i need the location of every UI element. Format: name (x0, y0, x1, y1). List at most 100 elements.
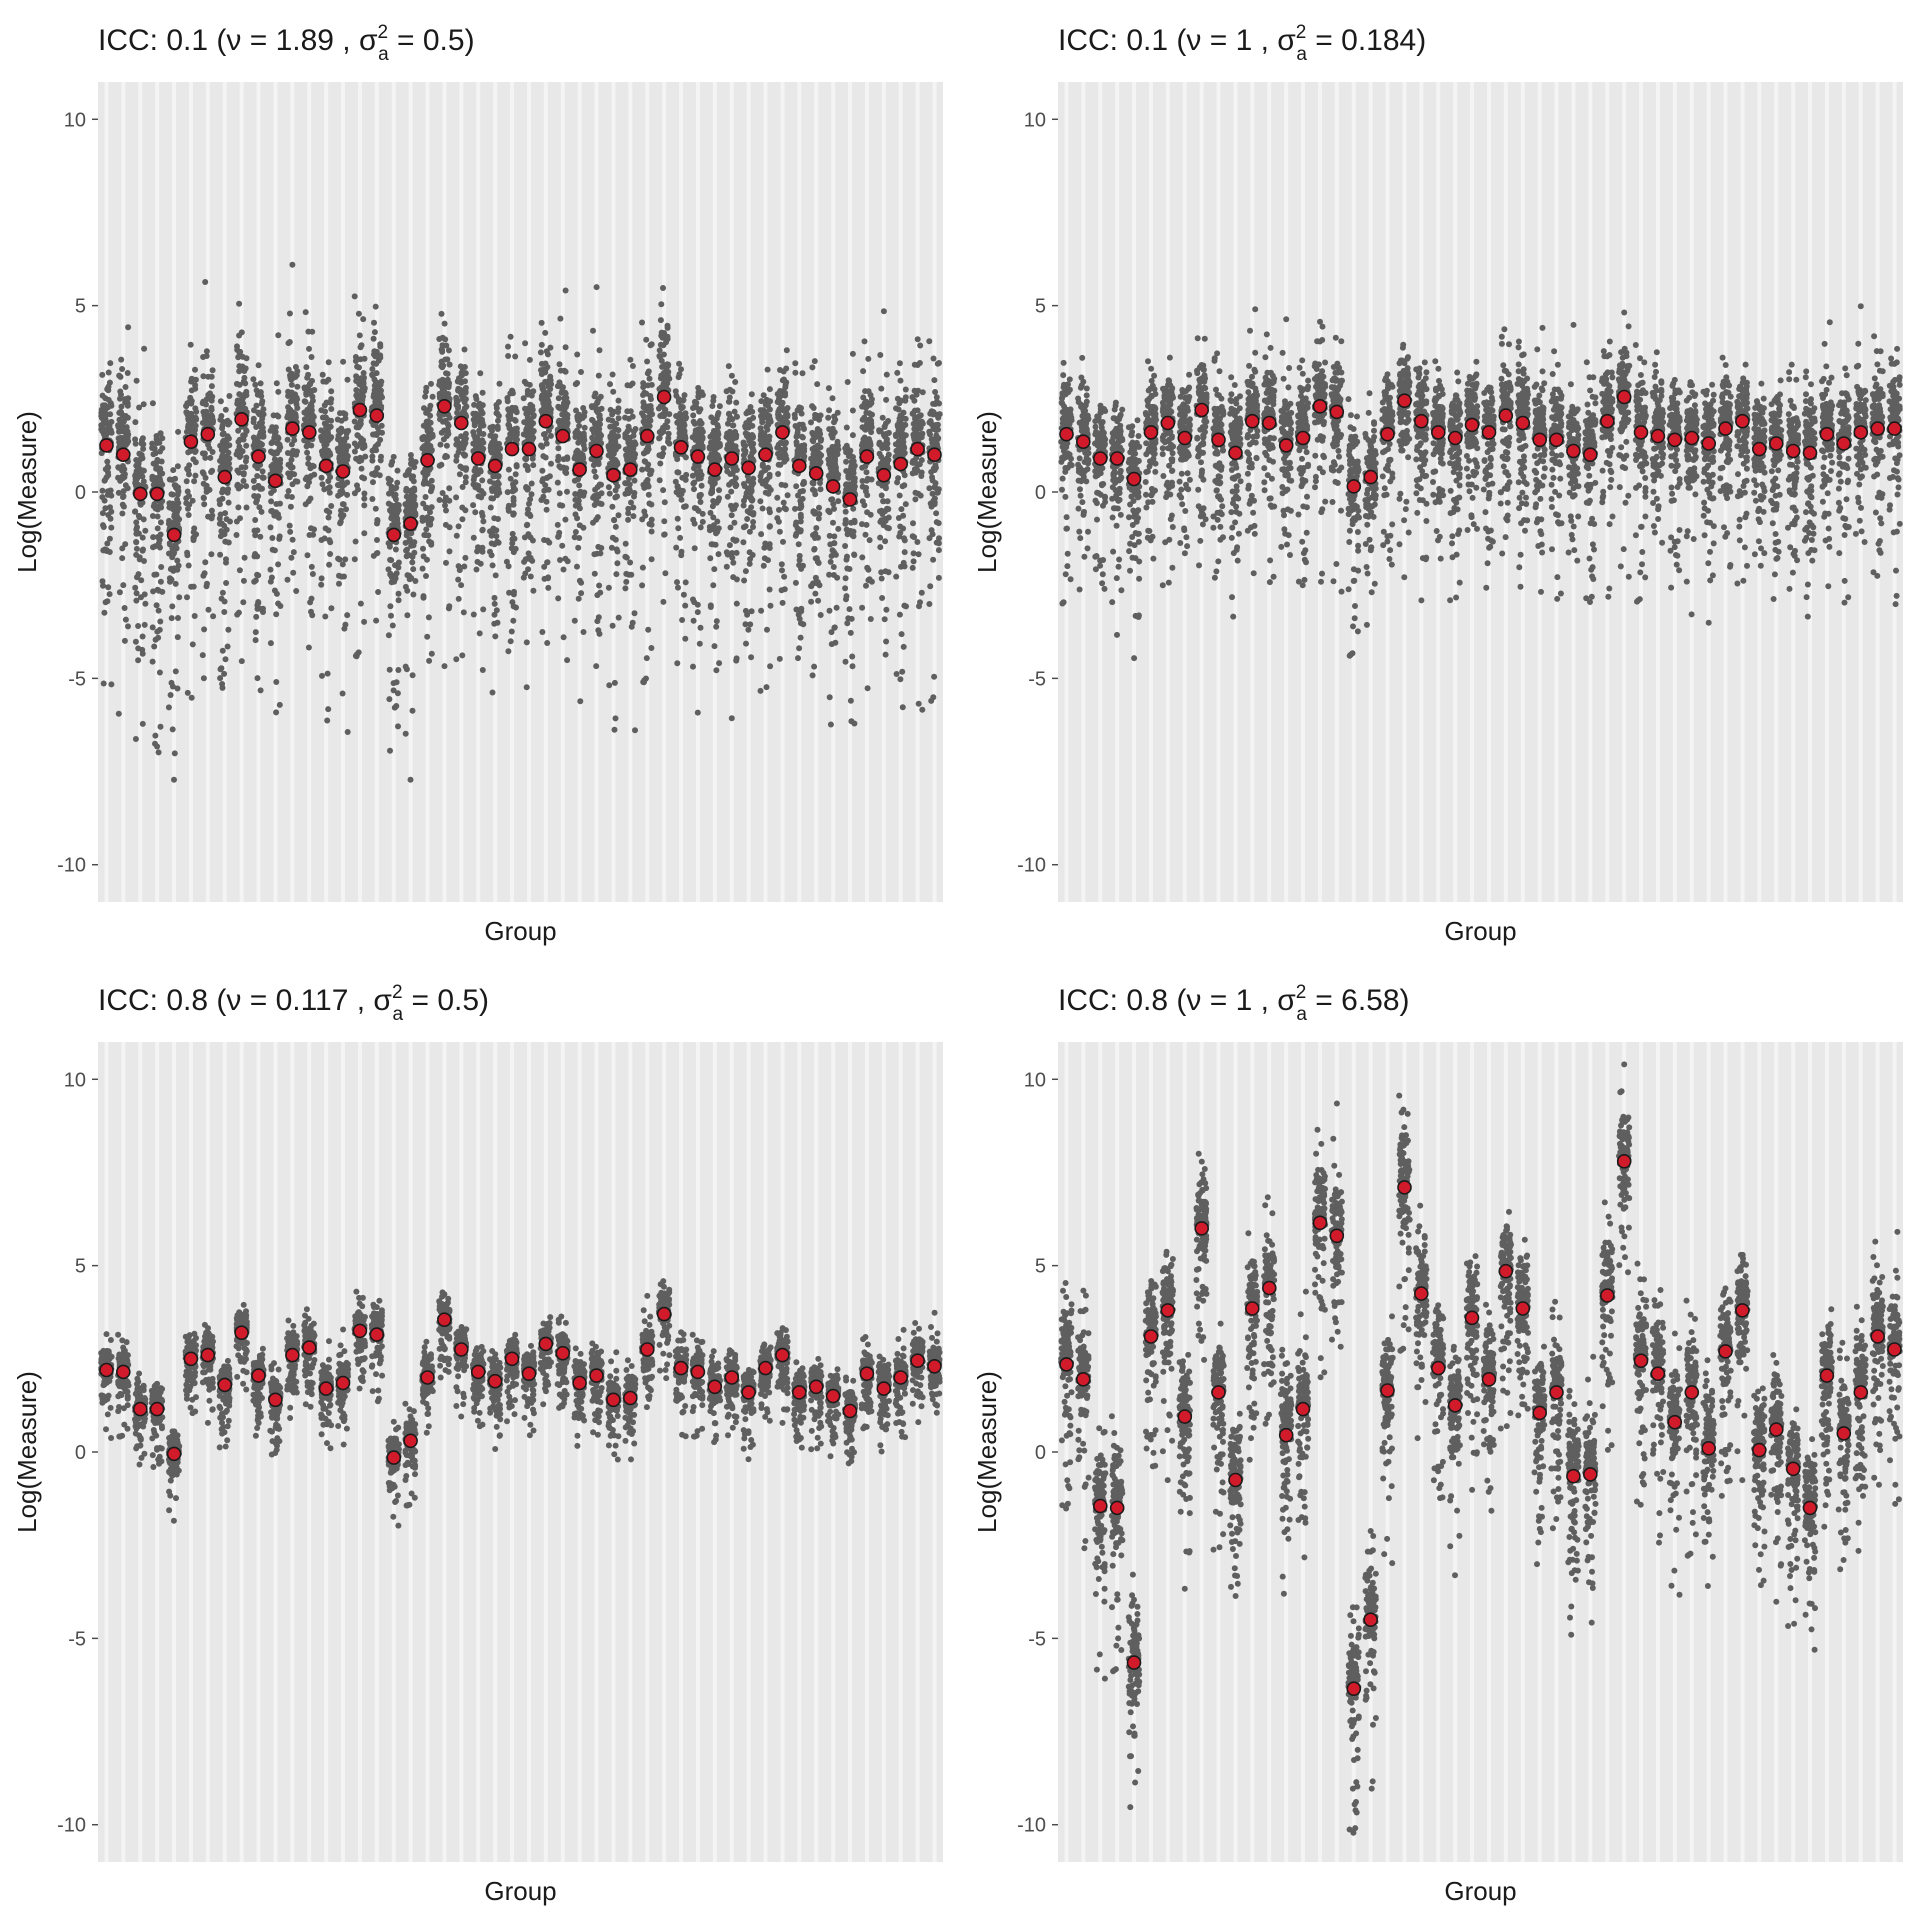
data-point (830, 426, 836, 432)
data-point (428, 540, 434, 546)
data-point (523, 556, 529, 562)
data-point (425, 437, 431, 443)
data-point (291, 549, 297, 555)
data-point (606, 585, 612, 591)
data-point (275, 601, 281, 607)
data-point (732, 379, 738, 385)
data-point (648, 645, 654, 651)
data-point (287, 523, 293, 529)
data-point (371, 320, 377, 326)
data-point (610, 535, 616, 541)
data-point (142, 528, 148, 534)
data-point (445, 371, 451, 377)
data-point (218, 398, 224, 404)
data-point (132, 419, 138, 425)
data-point (800, 563, 806, 569)
data-point (221, 438, 227, 444)
data-point (303, 309, 309, 315)
data-point (304, 443, 310, 449)
data-point (744, 433, 750, 439)
data-point (616, 615, 622, 621)
data-point (268, 428, 274, 434)
data-point (134, 590, 140, 596)
data-point (488, 505, 494, 511)
data-point (776, 507, 782, 513)
data-point (328, 388, 334, 394)
data-point (136, 459, 142, 465)
data-point (153, 506, 159, 512)
data-point (594, 618, 600, 624)
data-point (573, 529, 579, 535)
data-point (352, 419, 358, 425)
data-point (574, 564, 580, 570)
data-point (201, 501, 207, 507)
data-point (631, 429, 637, 435)
data-point (200, 373, 206, 379)
data-point (850, 663, 856, 669)
data-point (538, 497, 544, 503)
data-point (480, 513, 486, 519)
data-point (210, 417, 216, 423)
data-point (506, 467, 512, 473)
data-point (422, 474, 428, 480)
data-point (387, 667, 393, 673)
data-point (430, 394, 436, 400)
data-point (623, 579, 629, 585)
data-point (460, 484, 466, 490)
data-point (285, 577, 291, 583)
data-point (152, 543, 158, 549)
data-point (454, 533, 460, 539)
data-point (100, 578, 106, 584)
data-point (444, 427, 450, 433)
data-point (708, 510, 714, 516)
data-point (513, 546, 519, 552)
data-point (612, 495, 618, 501)
data-point (306, 455, 312, 461)
data-point (692, 505, 698, 511)
data-point (104, 598, 110, 604)
data-point (661, 532, 667, 538)
data-point (326, 537, 332, 543)
data-point (749, 498, 755, 504)
data-point (710, 483, 716, 489)
data-point (411, 486, 417, 492)
data-point (187, 395, 193, 401)
data-point (253, 614, 259, 620)
data-point (337, 410, 343, 416)
data-point (273, 709, 279, 715)
x-axis-label: Group (484, 916, 556, 946)
data-point (339, 514, 345, 520)
data-point (309, 378, 315, 384)
data-point (497, 381, 503, 387)
data-point (337, 520, 343, 526)
data-point (576, 535, 582, 541)
data-point (277, 501, 283, 507)
data-point (360, 437, 366, 443)
data-point (443, 522, 449, 528)
data-point (629, 624, 635, 630)
data-point (189, 695, 195, 701)
data-point (711, 434, 717, 440)
data-point (371, 348, 377, 354)
data-point (275, 332, 281, 338)
data-point (310, 571, 316, 577)
data-point (643, 391, 649, 397)
data-point (241, 478, 247, 484)
data-point (455, 577, 461, 583)
data-point (779, 567, 785, 573)
data-point (345, 377, 351, 383)
data-point (352, 449, 358, 455)
data-point (612, 439, 618, 445)
data-point (461, 564, 467, 570)
data-point (133, 531, 139, 537)
data-point (377, 344, 383, 350)
data-point (555, 534, 561, 540)
data-point (793, 423, 799, 429)
data-point (767, 663, 773, 669)
data-point (392, 562, 398, 568)
data-point (674, 579, 680, 585)
data-point (151, 474, 157, 480)
data-point (593, 517, 599, 523)
data-point (659, 358, 665, 364)
data-point (641, 413, 647, 419)
